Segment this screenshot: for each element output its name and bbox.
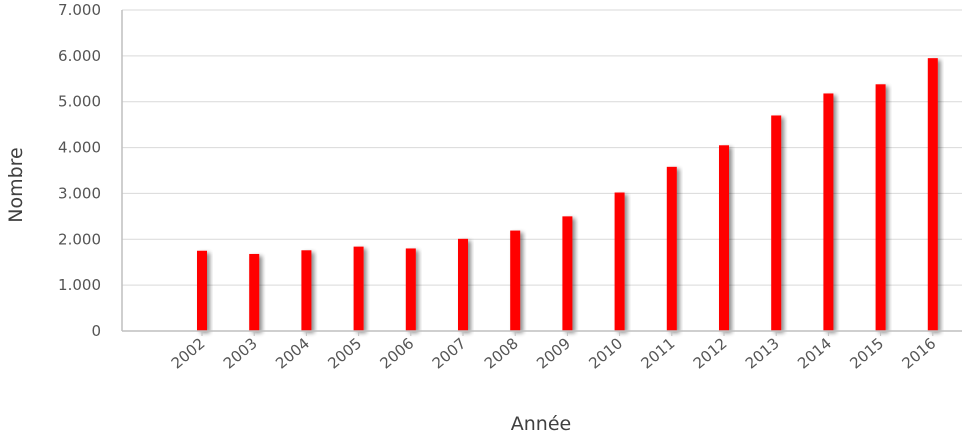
y-tick-label: 7.000 [58,1,101,19]
x-tick-label: 2011 [638,334,679,372]
x-tick-label: 2002 [168,334,209,372]
bar [927,58,938,332]
bar [353,246,364,331]
bar [510,230,521,331]
x-tick-label: 2012 [690,334,731,372]
bar [562,216,573,331]
x-tick-label: 2014 [794,334,835,372]
x-tick-label: 2007 [429,334,470,372]
bars [197,58,938,332]
y-tick-label: 5.000 [58,93,101,111]
bar [666,166,677,331]
y-tick-label: 6.000 [58,47,101,65]
gridlines [122,9,962,286]
bar [614,192,625,331]
x-tick-label: 2010 [585,334,626,372]
x-tick-label: 2006 [377,334,418,372]
x-axis-title: Année [511,413,571,435]
y-tick-label: 2.000 [58,230,101,248]
bar [823,93,834,332]
bar [771,115,782,331]
x-tick-label: 2008 [481,334,522,372]
x-axis-ticks: 2002 2003 2004 2005 2006 2007 2008 2009 2010 2011… [168,331,940,373]
y-tick-label: 0 [91,322,101,340]
bar [301,250,312,331]
x-tick-label: 2015 [846,334,887,372]
y-axis-title: Nombre [5,147,27,223]
x-tick-label: 2005 [324,334,365,372]
x-tick-label: 2004 [272,334,313,372]
bar [719,145,729,331]
bar [875,84,886,331]
bar [405,248,416,331]
bar [249,253,260,331]
x-tick-label: 2016 [899,334,940,372]
y-axis-ticks: 0 1.000 2.000 3.000 4.000 5.000 6.000 7.000 [58,1,101,340]
x-tick-label: 2003 [220,334,261,372]
y-tick-label: 4.000 [58,139,101,157]
bar [197,250,207,331]
bar [458,238,468,331]
y-tick-label: 1.000 [58,276,101,294]
x-tick-label: 2013 [742,334,783,372]
x-tick-label: 2009 [533,334,574,372]
y-tick-label: 3.000 [58,184,101,202]
